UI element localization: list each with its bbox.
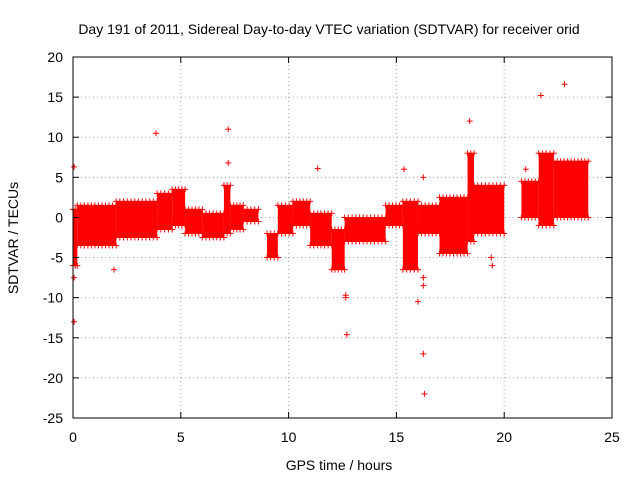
data-point	[227, 182, 234, 189]
data-point	[488, 254, 495, 261]
data-point	[343, 331, 350, 338]
data-band	[538, 153, 554, 226]
data-point	[537, 92, 544, 99]
data-band	[172, 189, 186, 226]
data-point	[414, 266, 421, 273]
data-band	[417, 205, 440, 234]
data-band	[402, 201, 418, 270]
chart-title: Day 191 of 2011, Sidereal Day-to-day VTE…	[78, 21, 579, 37]
data-band	[310, 213, 332, 246]
data-point	[471, 150, 478, 157]
data-point	[255, 206, 262, 213]
y-tick-label: -25	[43, 410, 63, 426]
data-band	[267, 233, 278, 258]
y-tick-label: 5	[55, 169, 63, 185]
data-band	[344, 217, 386, 242]
data-band	[243, 209, 259, 222]
data-band	[439, 197, 468, 254]
data-point	[420, 174, 427, 181]
data-point	[550, 150, 557, 157]
data-band	[230, 205, 244, 230]
data-band	[521, 181, 539, 218]
y-axis-label: SDTVAR / TECUs	[5, 182, 21, 294]
data-point	[471, 238, 478, 245]
data-point	[225, 126, 232, 133]
data-band	[185, 209, 203, 234]
data-point	[71, 318, 78, 325]
data-band	[385, 205, 403, 226]
data-point	[420, 274, 427, 281]
data-point	[314, 165, 321, 172]
data-band	[223, 185, 231, 234]
data-band	[277, 205, 293, 234]
data-point	[113, 242, 120, 249]
data-band	[202, 213, 224, 238]
x-tick-label: 5	[177, 429, 185, 445]
data-point	[153, 130, 160, 137]
data-band	[77, 205, 117, 246]
data-point	[71, 163, 78, 170]
grid	[73, 57, 612, 418]
data-point	[420, 282, 427, 289]
y-tick-label: 0	[55, 209, 63, 225]
data-band	[331, 229, 345, 270]
data-band	[467, 153, 475, 242]
y-tick-label: -5	[51, 250, 64, 266]
data-point	[110, 266, 117, 273]
data-point	[550, 222, 557, 229]
data-point	[154, 234, 161, 241]
data-point	[341, 266, 348, 273]
data-band	[116, 201, 158, 238]
data-point	[585, 214, 592, 221]
x-tick-label: 15	[389, 429, 405, 445]
data-point	[382, 238, 389, 245]
data-point	[561, 81, 568, 88]
data-point	[585, 158, 592, 165]
data-point	[289, 230, 296, 237]
data-point	[342, 294, 349, 301]
data-point	[400, 166, 407, 173]
data-band	[474, 185, 505, 234]
plot-frame	[72, 56, 613, 419]
y-tick-label: -20	[43, 370, 63, 386]
y-tick-label: 20	[47, 49, 63, 65]
data-point	[274, 254, 281, 261]
x-tick-label: 25	[604, 429, 620, 445]
data-point	[71, 274, 78, 281]
data-series	[70, 81, 592, 397]
data-point	[489, 262, 496, 269]
x-axis-label: GPS time / hours	[286, 457, 393, 473]
x-tick-label: 10	[281, 429, 297, 445]
data-point	[74, 262, 81, 269]
x-tick-label: 20	[496, 429, 512, 445]
data-band	[73, 209, 78, 266]
y-tick-label: 15	[47, 89, 63, 105]
x-tick-labels: 0 5 10 15 20 25	[69, 429, 620, 445]
data-point	[420, 350, 427, 357]
data-point	[414, 298, 421, 305]
data-band	[553, 161, 589, 218]
data-point	[522, 166, 529, 173]
y-tick-labels: -25 -20 -15 -10 -5 0 5 10 15 20	[43, 49, 63, 426]
data-point	[501, 230, 508, 237]
data-band	[292, 201, 311, 226]
axis-ticks	[72, 56, 613, 419]
x-tick-label: 0	[69, 429, 77, 445]
data-point	[466, 118, 473, 125]
data-point	[225, 159, 232, 166]
y-tick-label: -15	[43, 330, 63, 346]
data-point	[501, 182, 508, 189]
data-point	[182, 186, 189, 193]
y-tick-label: 10	[47, 129, 63, 145]
y-tick-label: -10	[43, 290, 63, 306]
data-point	[421, 390, 428, 397]
data-band	[157, 193, 173, 230]
data-point	[328, 210, 335, 217]
data-point	[255, 218, 262, 225]
data-point	[464, 250, 471, 257]
data-point	[240, 226, 247, 233]
data-point	[307, 198, 314, 205]
